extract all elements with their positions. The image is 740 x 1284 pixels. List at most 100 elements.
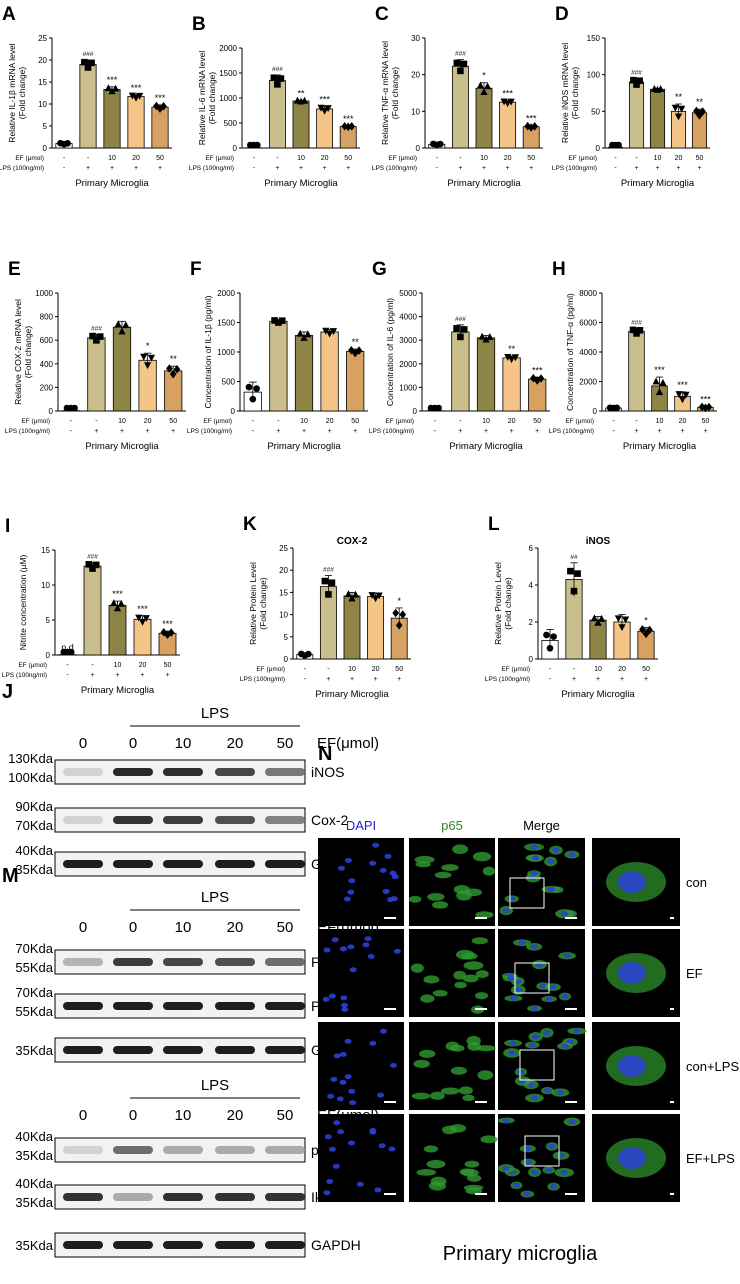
zoom-box bbox=[524, 1135, 560, 1167]
cell-nucleus bbox=[339, 946, 347, 952]
lane-label: 0 bbox=[129, 919, 137, 936]
lps-value: + bbox=[676, 165, 680, 172]
panel-letter-M: M bbox=[2, 865, 19, 887]
kda-marker: 130Kda bbox=[8, 751, 54, 766]
blot-band bbox=[215, 768, 255, 776]
group-label: Primary Microglia bbox=[561, 689, 635, 700]
data-point bbox=[114, 320, 122, 328]
panel-letter-F: F bbox=[190, 259, 202, 280]
ef-value: 20 bbox=[504, 155, 512, 162]
ef-value: - bbox=[614, 155, 617, 162]
cell-nucleus bbox=[618, 1147, 646, 1169]
cell-nucleus bbox=[326, 1178, 334, 1184]
blot-band bbox=[113, 1002, 153, 1010]
blot-band bbox=[163, 860, 203, 868]
y-tick-label: 500 bbox=[224, 119, 238, 128]
y-tick-label: 1000 bbox=[35, 289, 53, 298]
cell-nucleus bbox=[344, 1038, 352, 1044]
ef-value: 50 bbox=[169, 418, 177, 425]
y-axis-label-line: (Fold change) bbox=[23, 326, 33, 379]
y-tick-label: 0 bbox=[233, 144, 238, 153]
ef-value: 20 bbox=[372, 666, 380, 673]
bar bbox=[103, 89, 121, 149]
y-tick-label: 150 bbox=[587, 34, 601, 43]
data-point bbox=[453, 59, 461, 67]
data-point bbox=[698, 402, 706, 412]
data-point bbox=[317, 104, 325, 112]
micrograph bbox=[318, 929, 404, 1017]
data-point bbox=[92, 561, 100, 569]
significance-label: ** bbox=[297, 88, 305, 98]
lps-value: + bbox=[620, 676, 624, 683]
data-point bbox=[678, 105, 686, 113]
cell-nucleus bbox=[507, 975, 515, 981]
cell-nucleus bbox=[561, 911, 569, 917]
cell-p65 bbox=[408, 895, 422, 903]
lps-value: - bbox=[549, 676, 552, 683]
ef-value: - bbox=[91, 662, 94, 669]
chart-title: COX-2 bbox=[337, 536, 368, 547]
cell-nucleus bbox=[369, 860, 377, 866]
lps-value: + bbox=[94, 428, 98, 435]
significance-label: *** bbox=[654, 365, 665, 375]
bar bbox=[499, 101, 517, 149]
data-point bbox=[89, 565, 96, 572]
data-point bbox=[399, 610, 407, 619]
bar bbox=[269, 320, 288, 412]
data-point bbox=[659, 378, 667, 386]
y-axis-label-line: Relative iNOS mRNA level bbox=[560, 43, 570, 143]
lps-row-label: LPS (100ng/ml) bbox=[187, 428, 232, 435]
cell-nucleus bbox=[367, 954, 375, 960]
cell-nucleus bbox=[339, 1079, 347, 1085]
ef-value: - bbox=[70, 418, 73, 425]
y-axis-label-line: Relative IL-1β mRNA level bbox=[7, 43, 17, 142]
ef-value: 10 bbox=[654, 155, 662, 162]
lps-value: + bbox=[302, 428, 306, 435]
y-tick-label: 20 bbox=[279, 566, 288, 575]
data-point bbox=[277, 75, 285, 82]
blot-band bbox=[113, 1193, 153, 1201]
ef-value: - bbox=[635, 155, 638, 162]
cell-p65 bbox=[464, 1160, 480, 1168]
blot-band bbox=[63, 958, 103, 966]
kda-marker: 40Kda bbox=[15, 1176, 53, 1191]
kda-marker: 55Kda bbox=[15, 1004, 53, 1019]
y-axis-label: Nitrite concentration (μM) bbox=[18, 555, 28, 651]
lps-value: + bbox=[484, 428, 488, 435]
blot-band bbox=[163, 1241, 203, 1249]
lps-value: + bbox=[276, 428, 280, 435]
ef-value: - bbox=[95, 418, 98, 425]
y-tick-label: 0 bbox=[529, 655, 534, 664]
ef-value: - bbox=[434, 418, 437, 425]
y-axis-label-line: Relative COX-2 mRNA level bbox=[13, 299, 23, 405]
y-tick-label: 800 bbox=[40, 313, 54, 322]
cell-p65 bbox=[432, 989, 448, 997]
data-point bbox=[348, 594, 356, 602]
ef-value: - bbox=[573, 666, 576, 673]
blot-band bbox=[63, 860, 103, 868]
lps-value: - bbox=[63, 165, 66, 172]
blot-band bbox=[113, 768, 153, 776]
lane-label: 0 bbox=[129, 1107, 137, 1124]
cell-nucleus bbox=[348, 1140, 356, 1146]
panel-letter-N: N bbox=[318, 743, 332, 765]
y-tick-label: 400 bbox=[40, 360, 54, 369]
data-point bbox=[270, 74, 278, 82]
cell-p65 bbox=[411, 1092, 431, 1100]
blot: J LPS 0 0 10 20 50 EF(μmol) iNOS 130Kda 100Kda Cox-… bbox=[2, 681, 379, 877]
bar bbox=[108, 604, 127, 656]
cell-nucleus bbox=[561, 994, 569, 1000]
significance-label: *** bbox=[319, 95, 330, 105]
data-point bbox=[88, 59, 95, 67]
cell-p65 bbox=[454, 981, 467, 989]
lane-label: 0 bbox=[129, 735, 137, 752]
lane-label: 10 bbox=[175, 1107, 192, 1124]
microscopy-caption: Primary microglia bbox=[443, 1243, 598, 1265]
y-axis-label: Relative COX-2 mRNA level (Fold change) bbox=[13, 299, 33, 405]
y-tick-label: 0 bbox=[416, 144, 421, 153]
data-point bbox=[570, 587, 578, 595]
ef-value: 50 bbox=[164, 662, 172, 669]
y-axis-label: Relative IL-1β mRNA level (Fold change) bbox=[7, 43, 27, 142]
data-point bbox=[245, 383, 253, 391]
